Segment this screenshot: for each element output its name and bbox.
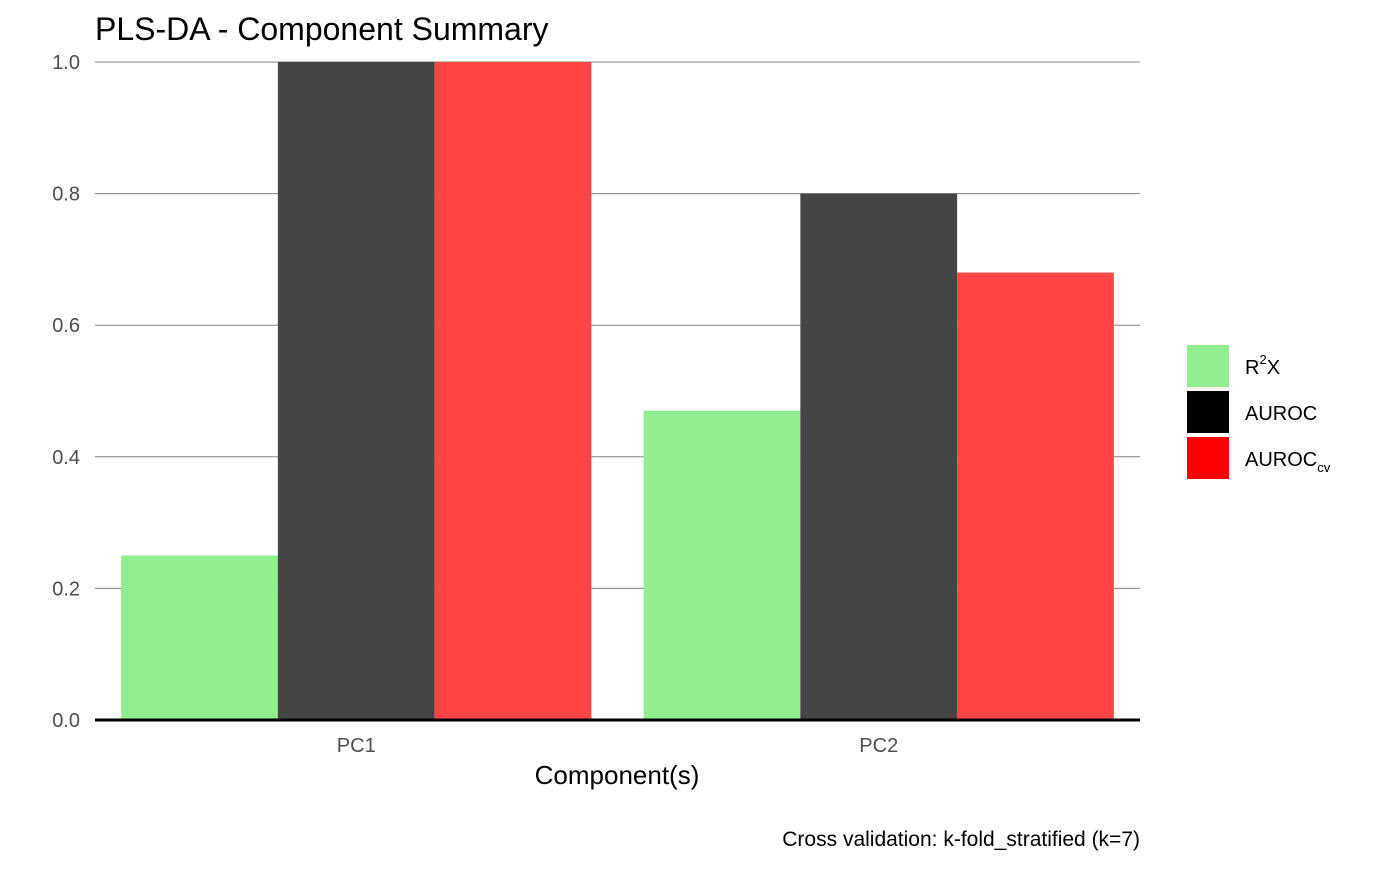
x-tick-label: PC1	[337, 735, 376, 757]
y-tick-label: 0.6	[52, 315, 80, 337]
bar-auroccv-pc1	[434, 62, 592, 720]
legend-key-r2x	[1187, 345, 1229, 387]
bar-auroc-pc1	[277, 62, 435, 720]
x-tick-label: PC2	[859, 735, 898, 757]
bars	[121, 62, 1114, 721]
legend-key-auroccv	[1187, 437, 1229, 479]
x-axis-label: Component(s)	[535, 760, 700, 790]
y-tick-label: 0.8	[52, 184, 80, 206]
chart-title: PLS-DA - Component Summary	[95, 11, 549, 47]
legend-label-superscript: 2	[1259, 352, 1266, 367]
y-tick-label: 0.4	[52, 447, 80, 469]
x-axis-ticks: PC1 PC2	[95, 718, 1140, 757]
legend-label-base: AUROC	[1245, 449, 1317, 471]
legend-label-base: AUROC	[1245, 403, 1317, 425]
legend-label-auroccv: AUROCcv	[1245, 449, 1331, 475]
legend-label-base: R	[1245, 357, 1259, 379]
legend-label-suffix: X	[1267, 357, 1280, 379]
y-tick-label: 0.0	[52, 710, 80, 732]
legend-label-auroc: AUROC	[1245, 403, 1317, 425]
bar-r2x-pc1	[121, 555, 278, 720]
legend-label-r2x: R2X	[1245, 352, 1280, 379]
bar-auroc-pc2	[800, 193, 958, 721]
y-axis-ticks: 0.0 0.2 0.4 0.6 0.8 1.0	[52, 52, 80, 732]
chart-caption: Cross validation: k-fold_stratified (k=7…	[782, 828, 1140, 851]
bar-r2x-pc2	[643, 410, 801, 720]
legend-label-subscript: cv	[1317, 460, 1331, 475]
bar-auroccv-pc2	[957, 272, 1114, 720]
y-tick-label: 0.2	[52, 578, 80, 600]
legend-key-auroc	[1187, 391, 1229, 433]
y-tick-label: 1.0	[52, 52, 80, 74]
